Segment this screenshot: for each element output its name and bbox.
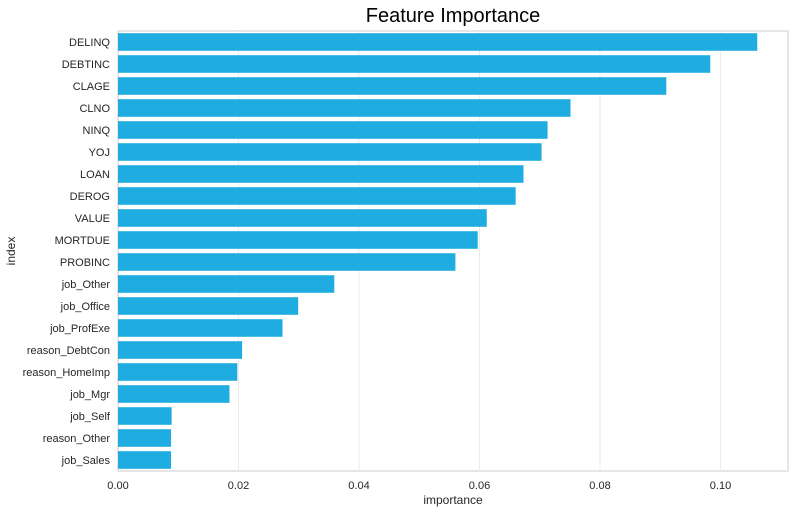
y-tick-label: reason_Other: [43, 433, 111, 445]
x-tick-label: 0.00: [107, 480, 128, 492]
bar-job-profexe: [118, 319, 283, 337]
y-axis-label: index: [4, 237, 18, 266]
bar-ninq: [118, 121, 548, 139]
y-tick-label: reason_DebtCon: [27, 345, 110, 357]
bar-debtinc: [118, 55, 711, 73]
y-tick-label: reason_HomeImp: [23, 367, 110, 379]
bar-clno: [118, 99, 571, 117]
y-tick-label: job_Office: [60, 301, 110, 313]
chart-title: Feature Importance: [366, 5, 541, 27]
y-tick-label: job_Self: [69, 411, 111, 423]
x-tick-labels: 0.00 0.02 0.04 0.06 0.08 0.10: [107, 480, 731, 492]
bar-job-sales: [118, 451, 172, 469]
bar-job-office: [118, 297, 299, 315]
y-tick-label: CLNO: [79, 103, 110, 115]
bar-yoj: [118, 143, 542, 161]
bar-probinc: [118, 253, 456, 271]
x-tick-label: 0.06: [469, 480, 490, 492]
bar-job-mgr: [118, 385, 230, 403]
y-tick-label: VALUE: [75, 213, 110, 225]
y-tick-label: YOJ: [89, 147, 110, 159]
bar-reason-homeimp: [118, 363, 238, 381]
x-tick-label: 0.10: [710, 480, 731, 492]
y-tick-label: job_Other: [61, 279, 111, 291]
y-tick-label: DEROG: [70, 191, 110, 203]
bar-mortdue: [118, 231, 478, 249]
bar-value: [118, 209, 487, 227]
y-tick-label: CLAGE: [73, 81, 110, 93]
y-tick-label: DELINQ: [69, 37, 110, 49]
bar-reason-other: [118, 429, 172, 447]
y-tick-label: MORTDUE: [55, 235, 110, 247]
bar-loan: [118, 165, 524, 183]
bars: [118, 33, 758, 469]
y-tick-label: job_Sales: [61, 455, 111, 467]
bar-job-self: [118, 407, 172, 425]
plot-area: [117, 30, 789, 472]
x-tick-label: 0.04: [348, 480, 369, 492]
y-tick-label: job_Mgr: [69, 389, 110, 401]
y-tick-label: PROBINC: [60, 257, 110, 269]
bar-delinq: [118, 33, 758, 51]
y-tick-label: job_ProfExe: [49, 323, 110, 335]
bar-derog: [118, 187, 516, 205]
bar-reason-debtcon: [118, 341, 243, 359]
bar-clage: [118, 77, 667, 95]
y-tick-label: NINQ: [83, 125, 111, 137]
y-tick-label: DEBTINC: [62, 59, 110, 71]
x-axis-label: importance: [423, 493, 483, 507]
x-tick-label: 0.08: [589, 480, 610, 492]
bar-job-other: [118, 275, 335, 293]
x-tick-label: 0.02: [228, 480, 249, 492]
y-tick-labels: DELINQ DEBTINC CLAGE CLNO NINQ YOJ LOAN DEROG VA…: [23, 37, 111, 467]
y-tick-label: LOAN: [80, 169, 110, 181]
